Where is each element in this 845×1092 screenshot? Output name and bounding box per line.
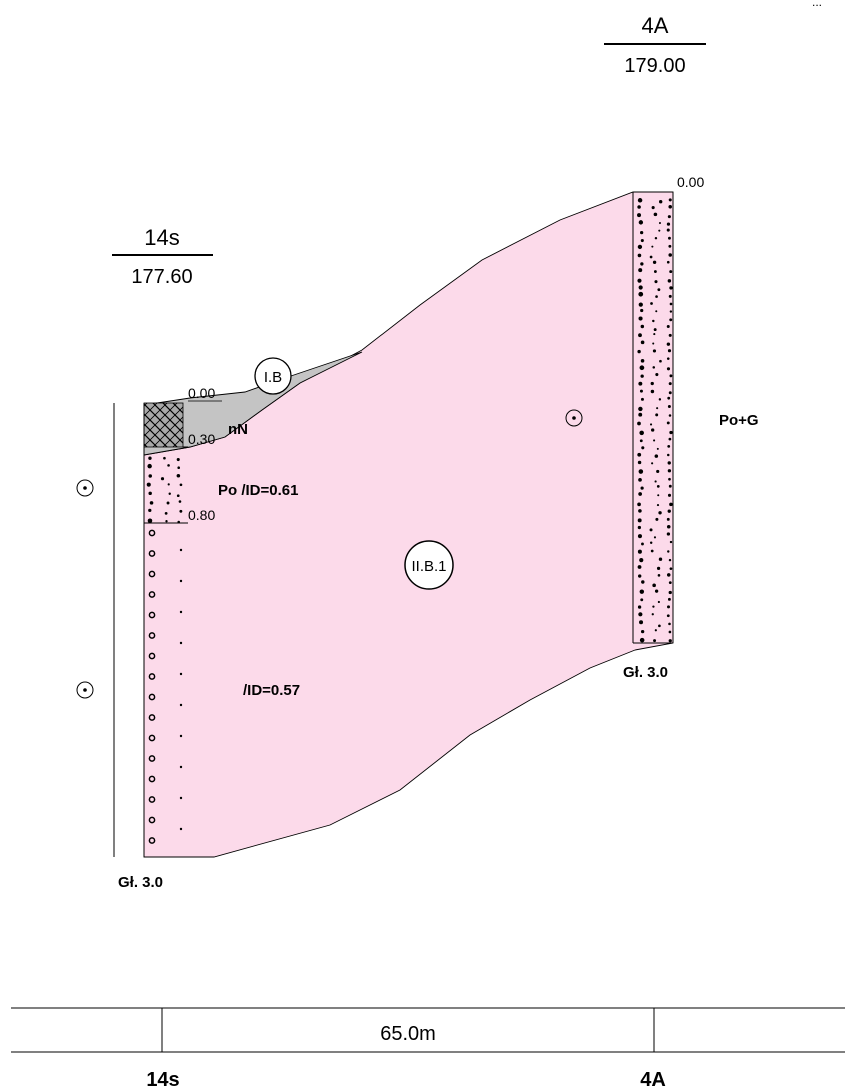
final-depth-label: Gł. 3.0 (118, 874, 163, 891)
svg-text:I.B: I.B (264, 369, 282, 386)
depth-label: 0.80 (188, 507, 215, 523)
corner-mark: ... (812, 0, 822, 9)
target-icon (76, 479, 94, 497)
borehole-header-14s: 14s 177.60 (112, 225, 213, 288)
soil-label: nN (228, 421, 248, 438)
soil-label: /ID=0.57 (243, 682, 300, 699)
layer-dots-pattern (146, 456, 183, 524)
borehole-14s-column (143, 402, 188, 858)
final-depth-label: Gł. 3.0 (623, 664, 668, 681)
borehole-name: 4A (642, 13, 669, 38)
svg-text:II.B.1: II.B.1 (411, 558, 446, 575)
distance-value: 65.0m (380, 1023, 436, 1045)
target-icon (76, 681, 94, 699)
target-icon (565, 409, 583, 427)
station-label-4A: 4A (640, 1069, 666, 1091)
borehole-elevation: 177.60 (131, 266, 192, 288)
distance-table: 65.0m 14s 4A (11, 1007, 845, 1091)
soil-label: Po+G (719, 412, 759, 429)
zone-label-I-B: I.B (254, 357, 292, 395)
layer-nN-hatch (143, 402, 184, 448)
depth-label: 0.00 (188, 385, 215, 401)
borehole-name: 14s (144, 225, 179, 250)
depth-label: 0.30 (188, 431, 215, 447)
zone-label-II-B-1: II.B.1 (404, 540, 454, 590)
borehole-header-4A: 4A 179.00 (604, 13, 706, 77)
station-label-14s: 14s (146, 1069, 179, 1091)
layer-dots-pattern (637, 198, 673, 643)
depth-label: 0.00 (677, 174, 704, 190)
borehole-elevation: 179.00 (624, 55, 685, 77)
layer-rings-pattern (148, 529, 183, 844)
soil-label: Po /ID=0.61 (218, 482, 298, 499)
zone-II-B-1-area (143, 191, 674, 858)
zone-I-B-area (143, 351, 363, 456)
borehole-4A-column (632, 191, 674, 644)
